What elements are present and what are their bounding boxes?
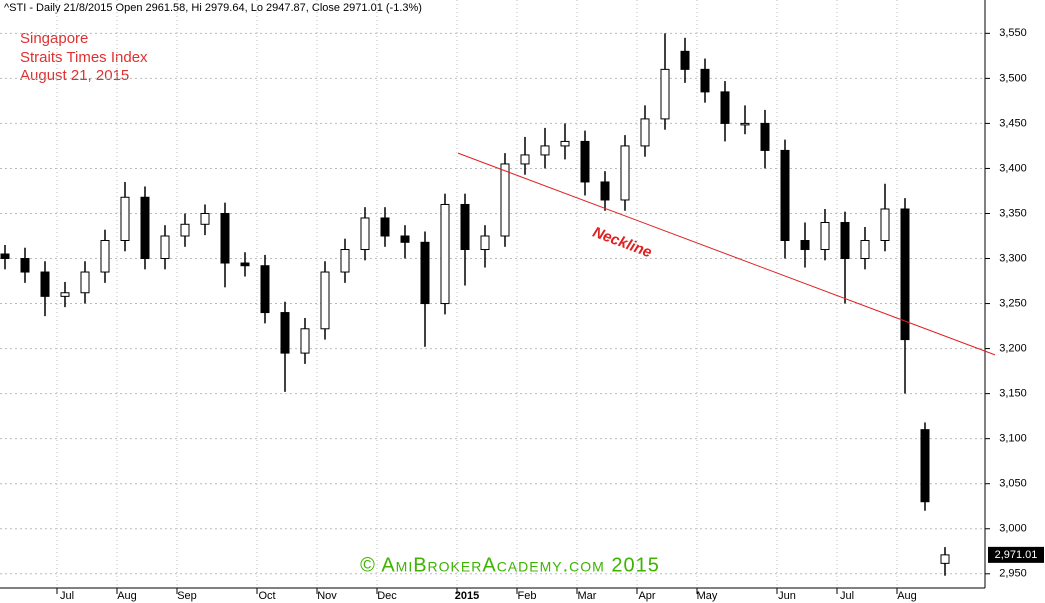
candle-body bbox=[700, 68, 710, 93]
last-price-label: 2,971.01 bbox=[995, 549, 1038, 561]
candle-body bbox=[220, 212, 230, 264]
x-tick-label: Nov bbox=[317, 590, 337, 602]
candle-body bbox=[520, 154, 530, 165]
x-tick-label: Aug bbox=[897, 590, 917, 602]
candle-body bbox=[260, 265, 270, 314]
x-tick-label: Feb bbox=[518, 590, 537, 602]
candle-body bbox=[40, 271, 50, 297]
last-price-box bbox=[988, 546, 1044, 563]
candle-body bbox=[340, 249, 350, 273]
candle-body bbox=[20, 258, 30, 273]
candle-body bbox=[640, 118, 650, 147]
x-tick-label: Jul bbox=[60, 590, 74, 602]
x-tick-label: Aug bbox=[117, 590, 137, 602]
x-tick-label: Mar bbox=[578, 590, 597, 602]
candle-body bbox=[420, 241, 430, 305]
candle-body bbox=[60, 292, 70, 297]
y-tick-label: 3,400 bbox=[999, 162, 1027, 174]
candle-body bbox=[380, 217, 390, 237]
neckline bbox=[457, 152, 996, 356]
candle-body bbox=[540, 145, 550, 156]
candle-body bbox=[480, 235, 490, 251]
candle-body bbox=[140, 196, 150, 260]
y-tick-label: 2,950 bbox=[999, 568, 1027, 580]
candle-body bbox=[620, 145, 630, 201]
y-tick-label: 3,000 bbox=[999, 523, 1027, 535]
x-tick-label: May bbox=[697, 590, 718, 602]
candle-body bbox=[160, 235, 170, 260]
candle-body bbox=[100, 240, 110, 273]
x-tick-label: Jun bbox=[778, 590, 796, 602]
annotation: Singapore bbox=[20, 30, 88, 47]
x-tick-label: Jul bbox=[840, 590, 854, 602]
candle-body bbox=[940, 554, 950, 564]
watermark: © AmiBrokerAcademy.com 2015 bbox=[360, 554, 660, 576]
candle-body bbox=[900, 208, 910, 341]
y-tick-label: 3,100 bbox=[999, 433, 1027, 445]
candle-body bbox=[720, 91, 730, 124]
x-tick-label: Sep bbox=[177, 590, 197, 602]
x-tick-label: Apr bbox=[638, 590, 655, 602]
candle-body bbox=[820, 221, 830, 251]
candle-body bbox=[680, 50, 690, 70]
candle-body bbox=[200, 212, 210, 225]
candle-body bbox=[760, 122, 770, 151]
candle-body bbox=[780, 149, 790, 242]
candle-body bbox=[860, 240, 870, 260]
y-tick-label: 3,500 bbox=[999, 72, 1027, 84]
candle-body bbox=[300, 328, 310, 354]
y-tick-label: 3,200 bbox=[999, 343, 1027, 355]
y-tick-label: 3,050 bbox=[999, 478, 1027, 490]
candle-body bbox=[400, 235, 410, 243]
y-tick-label: 3,150 bbox=[999, 388, 1027, 400]
candle-body bbox=[740, 122, 750, 126]
candle-body bbox=[180, 223, 190, 237]
candle-body bbox=[80, 271, 90, 294]
candle-body bbox=[360, 217, 370, 251]
candle-body bbox=[580, 140, 590, 183]
x-tick-label: 2015 bbox=[455, 590, 479, 602]
candle-body bbox=[440, 203, 450, 305]
candle-body bbox=[560, 140, 570, 147]
y-tick-label: 3,450 bbox=[999, 117, 1027, 129]
y-tick-label: 3,550 bbox=[999, 27, 1027, 39]
y-tick-label: 3,300 bbox=[999, 252, 1027, 264]
header: ^STI - Daily 21/8/2015 Open 2961.58, Hi … bbox=[4, 2, 422, 14]
candle-body bbox=[460, 203, 470, 251]
candle-body bbox=[600, 181, 610, 201]
candle-body bbox=[660, 68, 670, 120]
candle-body bbox=[240, 262, 250, 267]
annotation: Straits Times Index bbox=[20, 49, 148, 66]
y-tick-label: 3,350 bbox=[999, 207, 1027, 219]
y-tick-label: 3,250 bbox=[999, 297, 1027, 309]
candle-body bbox=[120, 196, 130, 242]
x-tick-label: Oct bbox=[258, 590, 275, 602]
candle-body bbox=[0, 253, 10, 260]
x-tick-label: Dec bbox=[377, 590, 397, 602]
annotation: August 21, 2015 bbox=[20, 67, 129, 84]
candle-body bbox=[800, 240, 810, 251]
candle-body bbox=[280, 312, 290, 354]
candle-body bbox=[880, 208, 890, 242]
candle-body bbox=[320, 271, 330, 330]
candle-body bbox=[920, 429, 930, 503]
candle-body bbox=[840, 221, 850, 260]
candle-body bbox=[500, 163, 510, 237]
